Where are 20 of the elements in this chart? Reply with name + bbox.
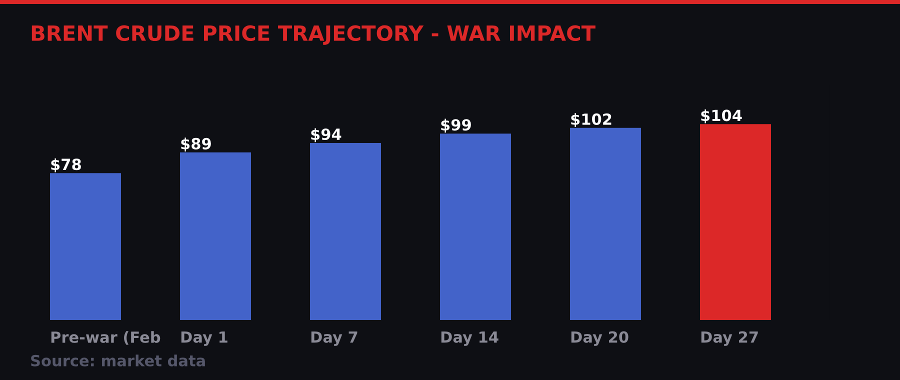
data-label: $78 <box>51 158 81 172</box>
x-tick-label: Day 20 <box>571 331 628 346</box>
bar <box>180 152 251 320</box>
x-tick-label: Day 7 <box>311 331 358 346</box>
source-note: Source: market data <box>31 354 205 366</box>
chart-title: BRENT CRUDE PRICE TRAJECTORY - WAR IMPACT <box>32 25 596 45</box>
data-label: $94 <box>311 128 342 142</box>
data-label: $99 <box>441 118 471 133</box>
x-tick-label: Day 1 <box>181 331 228 346</box>
bar <box>570 128 641 320</box>
data-label: $102 <box>571 113 612 127</box>
x-tick-label: Day 14 <box>441 331 498 346</box>
bar <box>700 124 771 320</box>
bar <box>310 142 381 320</box>
x-tick-label: Pre-war (Feb <box>51 331 160 345</box>
x-tick-label: Day 27 <box>701 331 758 346</box>
bar <box>50 173 121 320</box>
data-label: $104 <box>701 109 742 124</box>
data-label: $89 <box>181 138 211 152</box>
bar <box>440 134 511 320</box>
